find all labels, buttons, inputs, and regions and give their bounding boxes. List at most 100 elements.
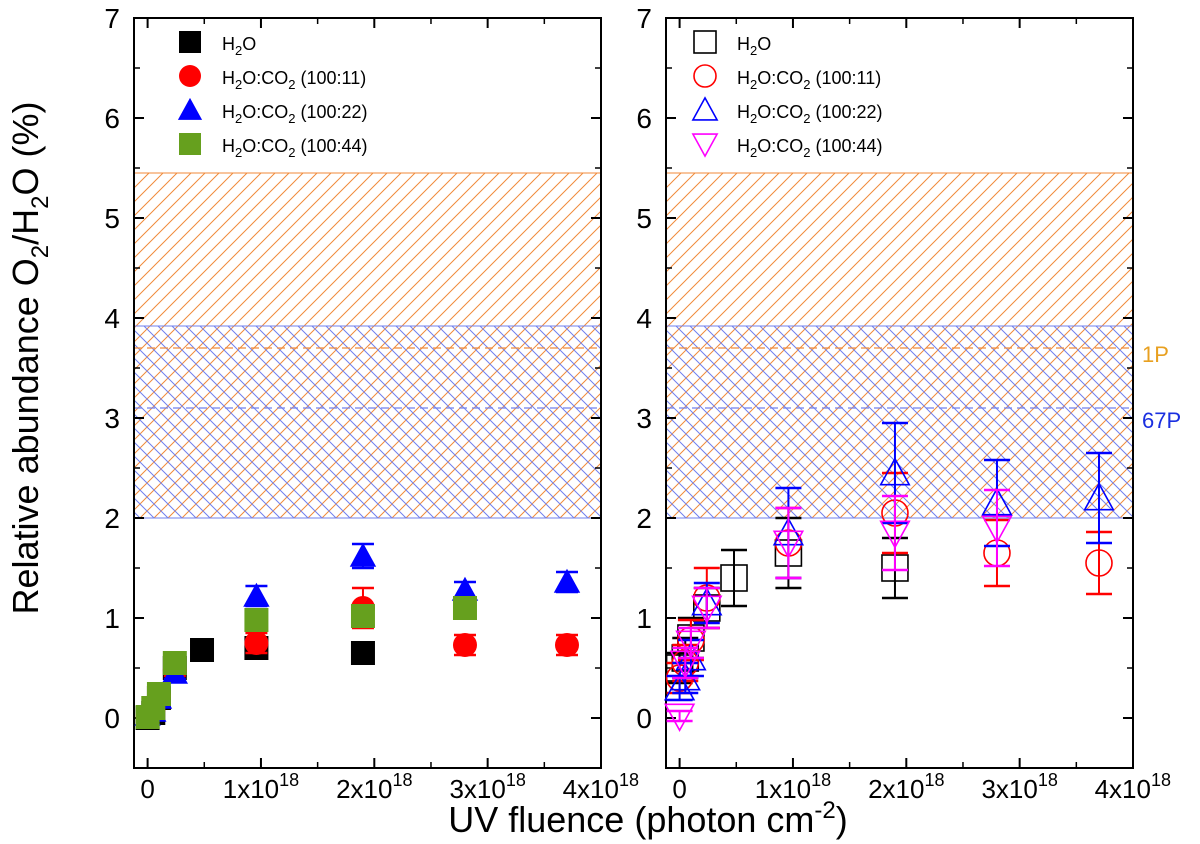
- y-tick-label: 6: [104, 103, 120, 134]
- y-tick-label: 7: [104, 3, 120, 34]
- data-point: [1083, 482, 1115, 511]
- data-point: [772, 530, 805, 559]
- x-tick-label-exponent: 18: [924, 770, 944, 790]
- y-axis-label-tail: O (%): [5, 102, 46, 196]
- y-axis-label: Relative abundance O2/H2O (%): [5, 102, 54, 615]
- legend-label: H2O:CO2 (100:11): [222, 68, 366, 92]
- legend-marker: [179, 31, 201, 53]
- axes-frame: [665, 17, 1134, 769]
- x-tick-label-base: 2x10: [336, 774, 392, 804]
- band-67P: [133, 325, 602, 519]
- y-axis-label-sub: 2: [27, 196, 54, 209]
- x-tick-label-exponent: 18: [1038, 770, 1058, 790]
- y-tick-label: 5: [636, 203, 652, 234]
- legend-label-subscript: 2: [288, 145, 295, 160]
- y-tick-label: 0: [636, 703, 652, 734]
- legend-label-text: O: [757, 34, 771, 54]
- y-tick-label: 4: [636, 303, 652, 334]
- legend-label-text: (100:44): [810, 136, 882, 156]
- x-tick-label-base: 0: [672, 774, 686, 804]
- legend-label-text: O:CO: [757, 68, 803, 88]
- x-tick-label: 2x1018: [868, 770, 944, 804]
- legend-label-subscript: 2: [803, 145, 810, 160]
- data-point: [244, 608, 269, 632]
- data-point: [981, 515, 1013, 544]
- axes-frame: [133, 17, 602, 769]
- legend-label-text: H: [737, 102, 750, 122]
- legend-label-text: (100:22): [295, 102, 367, 122]
- data-point: [669, 650, 701, 679]
- data-point: [146, 682, 171, 706]
- y-tick-label: 2: [636, 503, 652, 534]
- legend-label: H2O:CO2 (100:22): [737, 102, 883, 126]
- x-tick-label: 3x1018: [449, 770, 525, 804]
- data-point: [879, 457, 911, 486]
- legend-marker: [693, 30, 717, 54]
- x-tick-label-base: 4x10: [1095, 774, 1151, 804]
- legend-label-subscript: 2: [803, 77, 810, 92]
- legend-label-text: H: [222, 102, 235, 122]
- data-point: [675, 630, 707, 659]
- data-point: [243, 582, 270, 607]
- legend-label-subscript: 2: [750, 111, 757, 126]
- legend-label-text: O:CO: [242, 102, 288, 122]
- legend-label-text: H: [737, 68, 750, 88]
- y-tick-label: 3: [636, 403, 652, 434]
- data-point: [162, 651, 187, 675]
- legend-label-subscript: 2: [235, 77, 242, 92]
- x-tick-label-base: 4x10: [563, 774, 619, 804]
- legend-label-subscript: 2: [235, 111, 242, 126]
- y-tick-label: 2: [104, 503, 120, 534]
- x-axis-label-main: UV fluence (photon cm: [448, 799, 814, 840]
- y-tick-label: 7: [636, 3, 652, 34]
- x-tick-label: 1x1018: [755, 770, 831, 804]
- data-point: [190, 638, 215, 662]
- y-tick-label: 0: [104, 703, 120, 734]
- legend-label: H2O:CO2 (100:44): [222, 136, 368, 160]
- data-point: [553, 568, 581, 593]
- legend-label-subscript: 2: [803, 111, 810, 126]
- data-point: [244, 631, 269, 655]
- x-tick-label-exponent: 18: [506, 770, 526, 790]
- x-tick-label: 0: [672, 774, 686, 804]
- y-axis-label-sub: 2: [27, 245, 54, 258]
- legend-marker: [691, 133, 719, 158]
- x-tick-label-base: 1x10: [223, 774, 279, 804]
- x-axis-label-sup: -2: [814, 797, 835, 824]
- legend-label: H2O:CO2 (100:44): [737, 136, 883, 160]
- data-point: [720, 564, 748, 592]
- legend-label-subscript: 2: [235, 145, 242, 160]
- y-axis-label-main: Relative abundance O: [5, 258, 46, 614]
- data-point: [691, 595, 723, 624]
- x-tick-label-exponent: 18: [811, 770, 831, 790]
- legend-marker: [179, 65, 201, 87]
- legend-label-subscript: 2: [750, 43, 757, 58]
- y-tick-label: 5: [104, 203, 120, 234]
- y-tick-label: 1: [636, 603, 652, 634]
- x-axis-label-tail: ): [836, 799, 848, 840]
- data-point: [663, 703, 696, 732]
- legend-label-subscript: 2: [750, 145, 757, 160]
- legend-label-text: H: [737, 136, 750, 156]
- x-axis-label: UV fluence (photon cm-2): [448, 797, 848, 840]
- legend-label-text: H: [222, 136, 235, 156]
- x-tick-label: 1x1018: [223, 770, 299, 804]
- band-label-67P: 67P: [1142, 408, 1181, 433]
- data-point: [452, 596, 477, 620]
- y-tick-label: 4: [104, 303, 120, 334]
- x-tick-label-base: 1x10: [755, 774, 811, 804]
- data-point: [675, 642, 707, 671]
- legend-label-text: O:CO: [757, 136, 803, 156]
- legend-label: H2O: [222, 34, 256, 58]
- legend-label-text: (100:11): [295, 68, 366, 88]
- x-tick-label: 4x1018: [563, 770, 639, 804]
- legend-label-text: (100:44): [295, 136, 367, 156]
- x-tick-label: 2x1018: [336, 770, 412, 804]
- x-tick-label: 4x1018: [1095, 770, 1171, 804]
- x-tick-label-base: 3x10: [449, 774, 505, 804]
